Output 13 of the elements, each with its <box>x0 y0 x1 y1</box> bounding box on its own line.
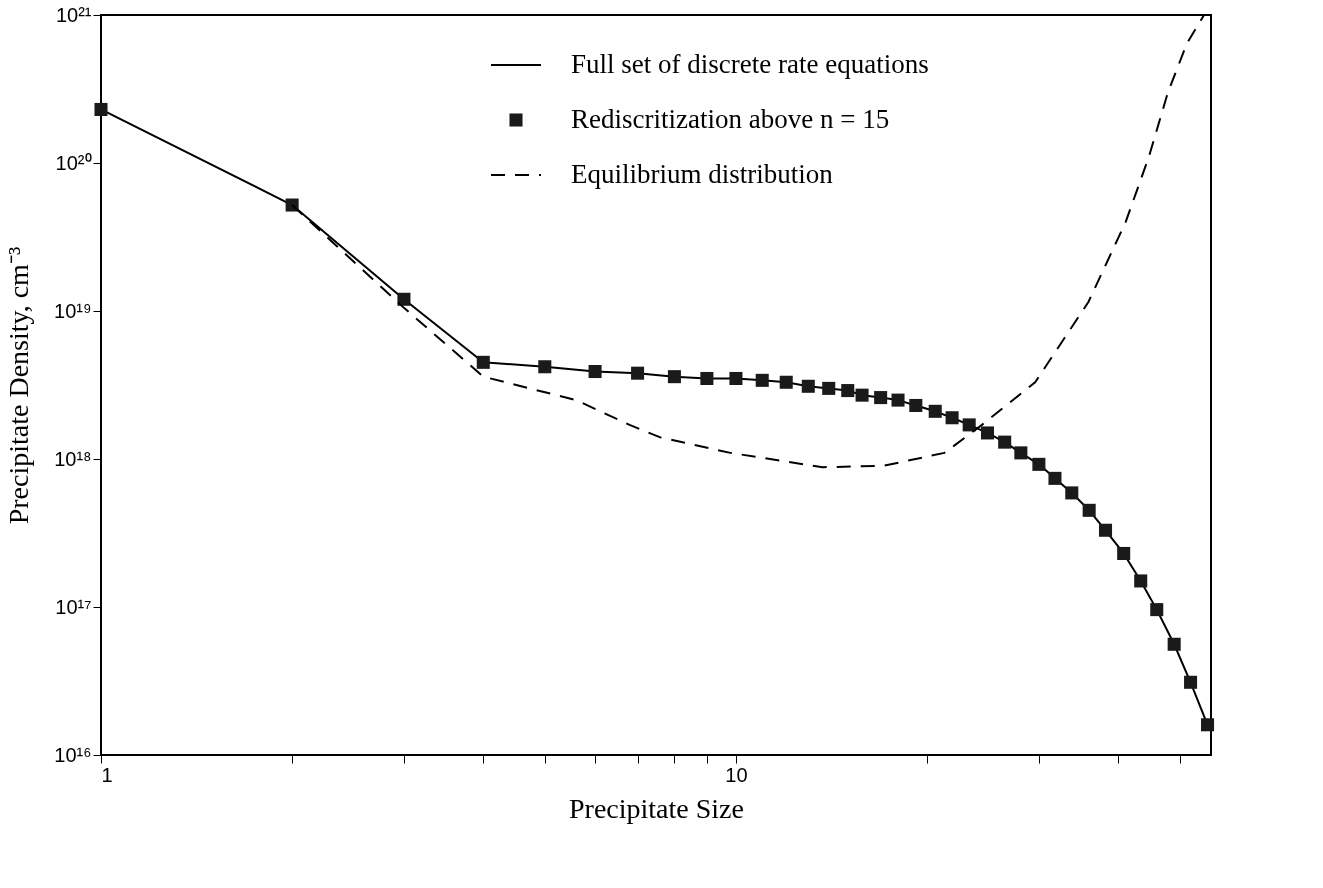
legend-label: Rediscritization above n = 15 <box>571 104 890 134</box>
x-tick-label: 10 <box>725 763 748 786</box>
x-axis-title: Precipitate Size <box>569 792 744 824</box>
legend-label: Equilibrium distribution <box>571 159 834 189</box>
y-axis-title: Precipitate Density, cm⁻³ <box>3 246 35 525</box>
legend-label: Full set of discrete rate equations <box>571 49 929 79</box>
y-tick-label: 10¹⁷ <box>55 595 92 618</box>
y-tick-label: 10¹⁹ <box>54 299 92 322</box>
y-tick-label: 10¹⁶ <box>54 743 92 766</box>
y-tick-label: 10²⁰ <box>55 151 92 174</box>
x-tick-label: 1 <box>101 763 113 786</box>
y-tick-label: 10²¹ <box>55 3 92 26</box>
y-tick-label: 10¹⁸ <box>54 447 92 470</box>
